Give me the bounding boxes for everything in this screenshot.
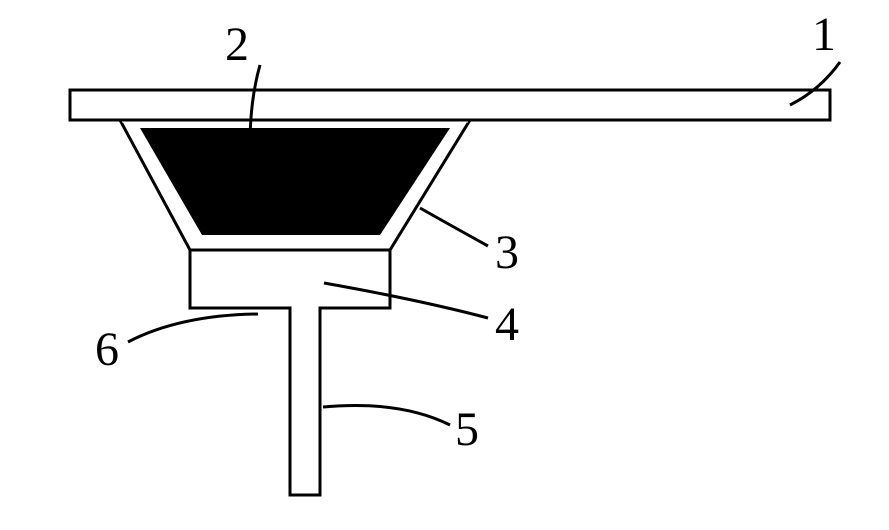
label-6: 6 — [95, 323, 119, 376]
label-1: 1 — [812, 8, 836, 61]
label-3: 3 — [495, 226, 519, 279]
background — [0, 0, 889, 530]
label-2: 2 — [225, 18, 249, 71]
label-4: 4 — [495, 298, 519, 351]
collar-rect — [190, 250, 390, 308]
diagram-svg: 1 2 3 45 6 — [0, 0, 889, 530]
label-5: 5 — [455, 403, 479, 456]
